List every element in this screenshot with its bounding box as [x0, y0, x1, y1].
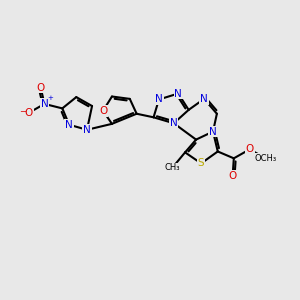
Text: CH₃: CH₃: [164, 163, 180, 172]
Text: N: N: [200, 94, 208, 104]
Text: N: N: [65, 120, 73, 130]
Text: OCH₃: OCH₃: [255, 154, 277, 163]
Text: N: N: [174, 88, 182, 98]
Text: O: O: [37, 82, 45, 93]
Text: O: O: [229, 171, 237, 181]
Text: S: S: [198, 158, 204, 168]
Text: −: −: [19, 107, 26, 116]
Text: N: N: [40, 99, 48, 109]
Text: O: O: [25, 108, 33, 118]
Text: N: N: [170, 118, 178, 128]
Text: O: O: [245, 144, 254, 154]
Text: N: N: [155, 94, 163, 104]
Text: O: O: [99, 106, 107, 116]
Text: N: N: [83, 125, 91, 135]
Text: N: N: [209, 127, 217, 136]
Text: +: +: [47, 95, 53, 101]
